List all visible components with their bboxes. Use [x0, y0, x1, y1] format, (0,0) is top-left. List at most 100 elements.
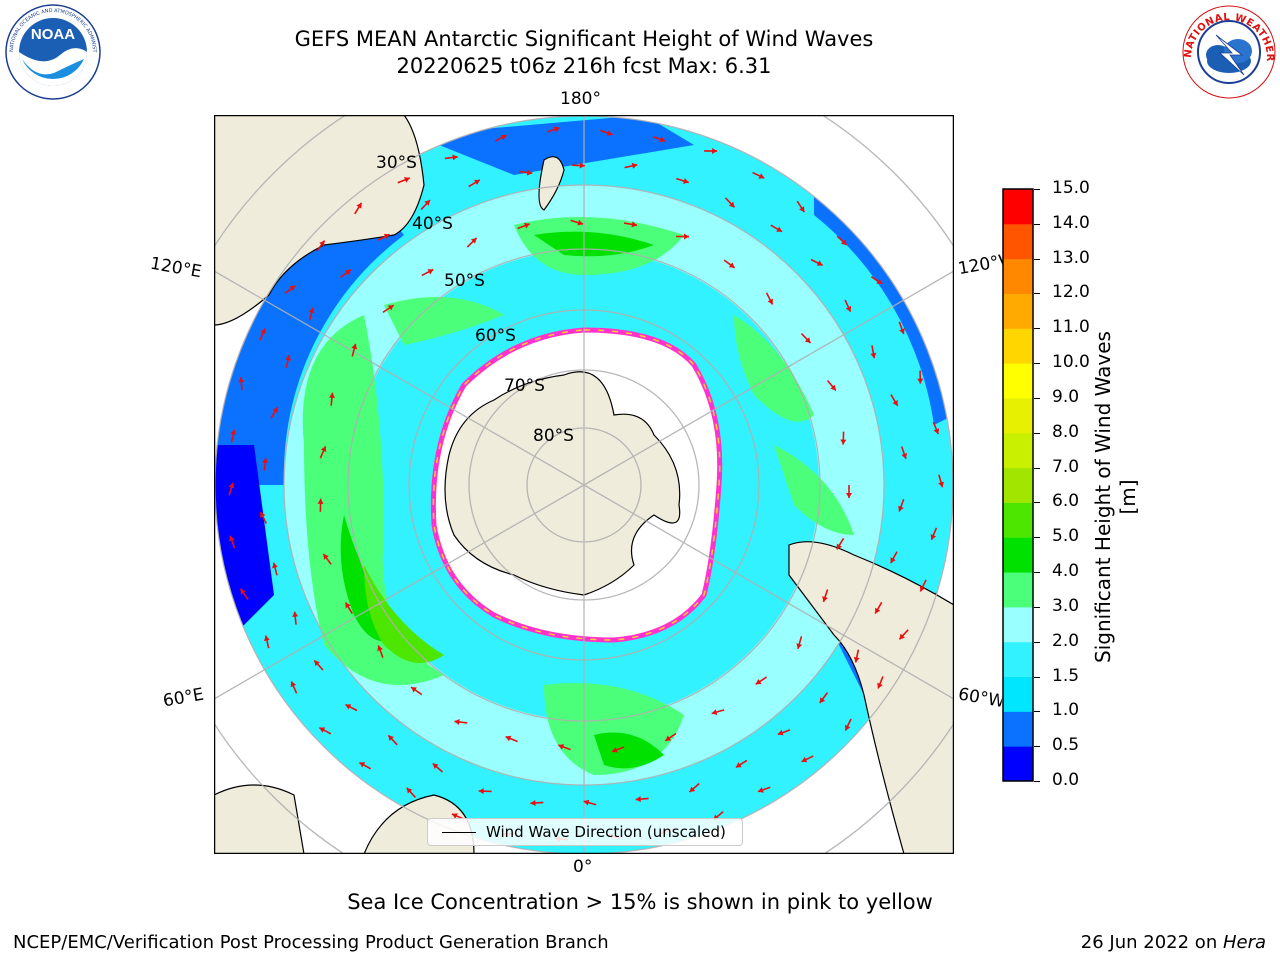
wave-direction-arrowhead	[272, 407, 278, 413]
colorbar-tick-mark	[1034, 746, 1040, 748]
wave-direction-arrowhead	[359, 762, 366, 768]
wave-direction-arrowhead	[799, 206, 805, 213]
wave-direction-arrowhead	[659, 136, 666, 143]
wave-direction-arrowhead	[919, 585, 926, 592]
colorbar-tick-mark	[1034, 363, 1040, 365]
colorbar-segment	[1003, 258, 1033, 294]
colorbar-tick-mark	[1034, 293, 1040, 295]
wave-direction-arrowhead	[262, 457, 269, 464]
wave-direction-arrowhead	[553, 126, 560, 133]
noaa-logo: NOAA NATIONAL OCEANIC AND ATMOSPHERIC AD…	[4, 3, 101, 100]
wave-direction-arrowhead	[836, 543, 842, 550]
polar-map: 30°S 40°S 50°S 60°S 70°S 80°S	[214, 115, 954, 854]
south-america	[788, 541, 954, 854]
lat-label: 80°S	[533, 426, 574, 446]
wave-direction-arrowhead	[387, 305, 394, 311]
wave-direction-arrowhead	[635, 796, 641, 803]
wave-direction-arrowhead	[917, 378, 924, 384]
map-title: GEFS MEAN Antarctic Significant Height o…	[294, 27, 874, 51]
legend-label: Wind Wave Direction (unscaled)	[486, 823, 726, 841]
wave-direction-arrowhead	[890, 557, 896, 564]
colorbar-tick-label: 15.0	[1052, 178, 1090, 198]
wave-direction-arrowhead	[901, 453, 908, 459]
nws-logo: NATIONAL WEATHER SERVICE	[1180, 3, 1276, 99]
wave-direction-arrowhead	[796, 643, 803, 649]
wave-direction-arrowhead	[263, 635, 270, 642]
colorbar-tick-label: 10.0	[1052, 352, 1090, 373]
lat-label: 50°S	[444, 271, 485, 291]
lon-label-180: 180°	[560, 89, 601, 109]
wave-direction-arrowhead	[292, 611, 299, 617]
wave-direction-arrowhead	[320, 446, 327, 453]
wave-direction-arrowhead	[308, 307, 315, 314]
wave-direction-arrowhead	[351, 343, 358, 350]
footer-credit: NCEP/EMC/Verification Post Processing Pr…	[13, 932, 609, 953]
wind-wave-arrows	[228, 126, 944, 842]
wave-direction-arrowhead	[454, 718, 460, 725]
wave-direction-arrowhead	[853, 656, 860, 663]
colorbar-segment	[1003, 641, 1033, 678]
wave-direction-arrowhead	[689, 786, 696, 792]
footer-date: 26 Jun 2022 on Hera	[1081, 932, 1266, 953]
wave-direction-arrowhead	[404, 177, 410, 183]
wave-direction-arrowhead	[846, 493, 852, 498]
wave-direction-arrowhead	[388, 735, 394, 742]
wave-direction-arrowhead	[272, 562, 278, 569]
wave-direction-arrowhead	[892, 400, 898, 406]
colorbar-tick-label: 4.0	[1052, 561, 1080, 582]
wave-direction-arrowhead	[665, 735, 672, 741]
wave-direction-arrowhead	[319, 727, 326, 733]
wave-direction-arrowhead	[728, 201, 735, 208]
lon-label-60w: 60°W	[956, 684, 1004, 712]
wave-direction-arrowhead	[579, 162, 585, 169]
noaa-logo-text: NOAA	[31, 26, 75, 43]
colorbar-segment	[1003, 746, 1033, 782]
wave-direction-arrowhead	[938, 481, 944, 488]
wave-direction-arrowhead	[328, 392, 335, 399]
colorbar-tick-mark	[1034, 467, 1040, 469]
wave-direction-arrowhead	[240, 588, 246, 595]
wave-direction-arrowhead	[683, 178, 689, 184]
wave-direction-arrowhead	[819, 697, 826, 704]
colorbar-segment	[1003, 432, 1033, 469]
wave-direction-arrowhead	[899, 633, 905, 640]
colorbar-tick-mark	[1034, 606, 1040, 608]
lat-label: 60°S	[475, 326, 516, 346]
wave-direction-arrowhead	[801, 756, 808, 763]
sea-ice-note: Sea Ice Concentration > 15% is shown in …	[347, 890, 933, 914]
colorbar-tick-label: 13.0	[1052, 247, 1090, 268]
wave-direction-arrowhead	[230, 429, 237, 436]
lat-label: 70°S	[504, 376, 545, 396]
wave-direction-arrowhead	[631, 162, 638, 169]
wave-direction-arrowhead	[290, 681, 297, 688]
antarctica	[444, 371, 681, 596]
wave-direction-arrowhead	[474, 179, 480, 186]
wave-direction-arrowhead	[844, 724, 851, 731]
colorbar-tick-label: 8.0	[1052, 421, 1080, 442]
colorbar-tick-mark	[1034, 223, 1040, 225]
wave-direction-arrowhead	[728, 262, 735, 268]
wave-direction-arrowhead	[712, 148, 718, 155]
wave-direction-arrowhead	[228, 482, 235, 489]
wave-direction-arrowhead	[875, 607, 881, 614]
colorbar-tick-mark	[1034, 537, 1040, 539]
wave-direction-arrowhead	[767, 298, 773, 305]
latitude-labels: 30°S 40°S 50°S 60°S 70°S 80°S	[376, 153, 574, 446]
wave-direction-arrowhead	[776, 226, 783, 232]
colorbar-tick-mark	[1034, 328, 1040, 330]
wave-direction-arrowhead	[758, 787, 764, 793]
colorbar-tick-mark	[1034, 676, 1040, 678]
colorbar-tick-mark	[1034, 258, 1040, 260]
footer-machine: Hera	[1222, 932, 1266, 953]
lon-label-120e: 120°E	[148, 253, 204, 283]
wave-direction-arrowhead	[323, 553, 329, 560]
colorbar-tick-label: 5.0	[1052, 526, 1080, 547]
wave-direction-arrowhead	[317, 498, 324, 504]
wave-direction-arrowhead	[711, 709, 718, 715]
wave-direction-arrowhead	[452, 154, 458, 161]
colorbar-tick-label: 0.5	[1052, 735, 1080, 756]
lon-label-60e: 60°E	[161, 684, 206, 712]
wave-direction-arrowhead	[470, 237, 477, 244]
colorbar-segment	[1003, 189, 1033, 225]
wave-direction-arrowhead	[406, 787, 413, 794]
